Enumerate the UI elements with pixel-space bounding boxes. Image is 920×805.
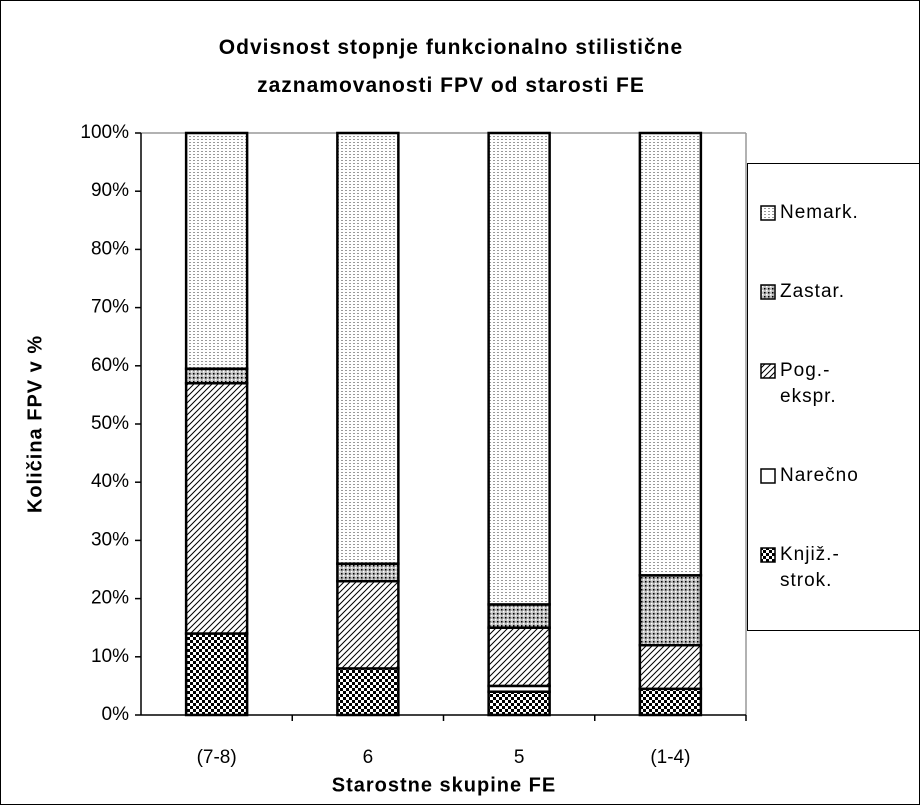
legend-swatch-fill: [760, 284, 776, 300]
y-tick-label: 40%: [91, 471, 129, 492]
legend-swatch: [760, 468, 776, 484]
y-tick-label: 100%: [80, 122, 129, 143]
bar-segment: [487, 603, 551, 629]
y-tick-label: 60%: [91, 355, 129, 376]
legend-swatch-fill: [760, 468, 776, 484]
bar-segment: [336, 667, 400, 717]
legend-swatch-fill: [760, 205, 776, 222]
bar-segment: [638, 643, 703, 691]
bar-segment: [487, 626, 551, 688]
bar-segment: [638, 131, 703, 577]
bar-segment: [336, 131, 400, 565]
bar-segment: [336, 562, 400, 583]
legend-swatch: [760, 363, 776, 379]
legend-label: Pog.-ekspr.: [780, 359, 837, 407]
legend-swatch: [760, 546, 776, 563]
x-tick-label: 6: [363, 747, 374, 768]
bar-segment: [638, 574, 703, 647]
bar-segment: [184, 367, 249, 385]
x-tick-label: (7-8): [197, 747, 237, 768]
legend-item: Nemark.: [748, 200, 919, 226]
legend-item: Pog.-ekspr.: [748, 358, 919, 410]
legend-label: Zastar.: [780, 281, 846, 303]
y-tick-label: 90%: [91, 180, 129, 201]
y-axis-title: Količina FPV v %: [24, 335, 46, 513]
legend-item: Narečno: [748, 463, 919, 489]
bar-segment: [638, 687, 703, 717]
y-tick-label: 70%: [91, 297, 129, 318]
legend-item: Knjiž.-strok.: [748, 542, 919, 594]
x-tick-label: 5: [514, 747, 525, 768]
legend: Knjiž.-strok. Narečno Pog.-ekspr. Zastar. Ne…: [747, 163, 919, 631]
legend-swatch: [760, 205, 776, 222]
y-tick-label: 80%: [91, 238, 129, 259]
bar-segment: [184, 382, 249, 635]
y-tick-label: 30%: [91, 529, 129, 550]
bar-segment: [487, 131, 551, 606]
x-tick-label: (1-4): [650, 747, 690, 768]
bar-segment: [184, 632, 249, 717]
bar-segment: [487, 690, 551, 717]
bar-segment: [184, 131, 249, 370]
legend-item: Zastar.: [748, 279, 919, 305]
x-axis-title: Starostne skupine FE: [332, 774, 557, 796]
legend-label: Narečno: [780, 464, 859, 486]
bar-segment: [336, 579, 400, 670]
y-tick-label: 0%: [102, 704, 130, 725]
legend-label: Nemark.: [780, 202, 859, 224]
legend-swatch-fill: [760, 546, 776, 563]
legend-swatch: [760, 284, 776, 300]
legend-label: Knjiž.-strok.: [780, 543, 840, 591]
y-tick-label: 20%: [91, 588, 129, 609]
chart-title: Odvisnost stopnje funkcionalno stilistič…: [218, 36, 684, 97]
y-tick-label: 10%: [91, 646, 129, 667]
legend-swatch-fill: [760, 363, 776, 379]
y-tick-label: 50%: [91, 413, 129, 434]
